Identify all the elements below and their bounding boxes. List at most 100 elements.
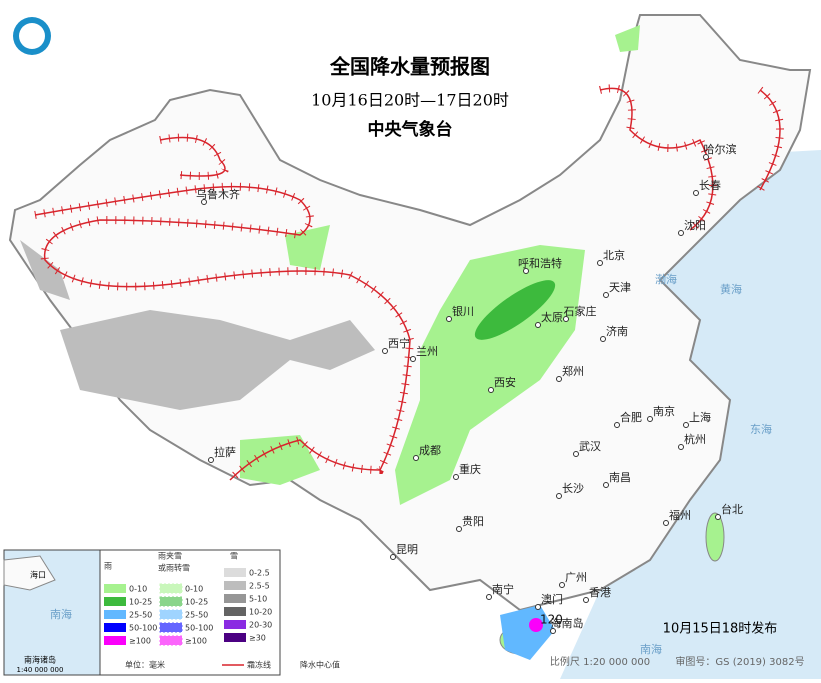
- rain-area: [615, 25, 640, 52]
- city-dot: [600, 336, 606, 342]
- sea-label: 南海: [640, 642, 662, 656]
- city-dot: [715, 514, 721, 520]
- legend-swatch: [104, 597, 126, 606]
- city-label: 上海: [689, 410, 711, 424]
- city-label: 合肥: [620, 410, 642, 424]
- city-label: 海南岛: [551, 616, 584, 630]
- inset: 海口 南海 南海诸岛 1:40 000 000: [3, 549, 101, 676]
- legend-line-label: 霜冻线: [247, 660, 271, 670]
- city-label: 福州: [669, 508, 691, 522]
- legend-title: 雨: [104, 562, 112, 571]
- city-dot: [683, 422, 689, 428]
- legend-item: 50-100: [185, 624, 213, 633]
- city-label: 重庆: [459, 462, 481, 476]
- legend-swatch: [224, 568, 246, 577]
- logo: [13, 17, 51, 55]
- legend-swatch: [104, 636, 126, 645]
- legend-center-label: 降水中心值: [300, 660, 340, 670]
- inset-scale: 1:40 000 000: [17, 666, 64, 674]
- city-dot: [456, 526, 462, 532]
- legend-swatch: [104, 623, 126, 632]
- city-dot: [486, 594, 492, 600]
- city-dot: [523, 268, 529, 274]
- legend-item: 0-2.5: [249, 569, 270, 578]
- legend-swatch: [224, 581, 246, 590]
- legend-swatch: [159, 635, 183, 646]
- scale: 比例尺 1:20 000 000: [550, 655, 650, 668]
- city-dot: [603, 292, 609, 298]
- city-dot: [453, 474, 459, 480]
- inset-title: 南海诸岛: [24, 655, 56, 665]
- legend-item: ≥100: [129, 637, 151, 646]
- city-label: 乌鲁木齐: [196, 187, 240, 201]
- legend-item: 50-100: [129, 624, 157, 633]
- city-label: 武汉: [579, 440, 601, 453]
- legend-item: 5-10: [249, 595, 267, 604]
- city-label: 太原: [541, 311, 563, 324]
- center-value: 120: [540, 613, 563, 627]
- city-label: 兰州: [416, 345, 438, 358]
- legend-item: 10-20: [249, 608, 272, 617]
- legend-item: 0-10: [185, 585, 203, 594]
- legend-item: 2.5-5: [249, 582, 270, 591]
- subtitle: 10月16日20时—17日20时: [311, 91, 509, 110]
- legend-swatch: [224, 620, 246, 629]
- city-dot: [556, 376, 562, 382]
- city-label: 银川: [452, 304, 474, 318]
- city-label: 南昌: [609, 471, 631, 484]
- legend-swatch: [159, 596, 183, 607]
- city-label: 天津: [609, 281, 631, 294]
- city-dot: [583, 597, 589, 603]
- city-dot: [556, 493, 562, 499]
- legend-title: 雪: [230, 552, 238, 561]
- sea-label: 黄海: [720, 282, 742, 296]
- legend-title: 或雨转雪: [158, 563, 190, 573]
- city-dot: [535, 322, 541, 328]
- rain-area-extreme: [529, 618, 543, 632]
- taiwan: [705, 512, 725, 562]
- legend-swatch: [224, 594, 246, 603]
- legend-item: 0-10: [129, 585, 147, 594]
- city-dot: [597, 260, 603, 266]
- legend-swatch: [159, 609, 183, 620]
- city-label: 南宁: [492, 582, 514, 596]
- rain-area: [240, 435, 320, 485]
- city-dot: [390, 554, 396, 560]
- city-label: 贵阳: [462, 515, 484, 528]
- city-dot: [678, 444, 684, 450]
- legend-item: 10-25: [185, 598, 208, 607]
- rain-area: [285, 225, 330, 270]
- city-dot: [614, 422, 620, 428]
- city-label: 南京: [653, 404, 675, 418]
- legend-title: 雨夹雪: [158, 551, 182, 561]
- ocean: [560, 150, 821, 679]
- city-label: 西安: [494, 375, 516, 389]
- city-dot: [573, 451, 579, 457]
- city-label: 成都: [419, 444, 441, 457]
- city-dot: [201, 199, 207, 205]
- agency: 中央气象台: [368, 119, 453, 140]
- legend-swatch: [224, 633, 246, 642]
- city-label: 长春: [699, 179, 721, 192]
- legend-swatch: [224, 607, 246, 616]
- city-dot: [488, 387, 494, 393]
- city-dot: [382, 348, 388, 354]
- city-dot: [603, 482, 609, 488]
- city-label: 广州: [565, 571, 587, 584]
- city-label: 济南: [606, 324, 628, 338]
- city-label: 香港: [589, 586, 611, 599]
- city-label: 北京: [603, 248, 625, 262]
- city-label: 杭州: [684, 432, 706, 446]
- legend-swatch: [159, 583, 183, 594]
- title: 全国降水量预报图: [329, 55, 490, 79]
- city-label: 长沙: [562, 482, 584, 495]
- snow-area: [20, 240, 70, 300]
- city-dot: [647, 416, 653, 422]
- city-dot: [446, 316, 452, 322]
- frost-lines: [34, 84, 784, 483]
- city-dot: [410, 356, 416, 362]
- city-dot: [559, 582, 565, 588]
